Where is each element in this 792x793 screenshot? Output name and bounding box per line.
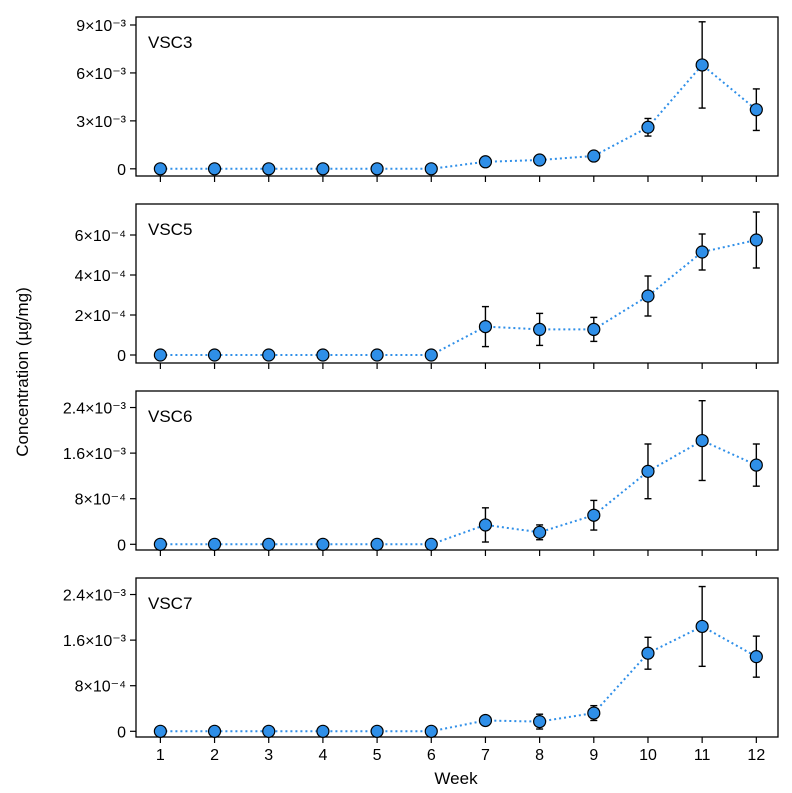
x-tick-label: 6 <box>427 747 436 764</box>
data-point <box>262 537 276 551</box>
panel-label: VSC5 <box>148 220 192 239</box>
y-axis-label: Concentration (µg/mg) <box>13 287 32 456</box>
data-point <box>587 149 601 163</box>
data-point <box>695 433 709 448</box>
data-point <box>316 537 330 551</box>
data-point <box>316 162 330 176</box>
series-line <box>160 239 757 356</box>
data-point <box>478 518 493 532</box>
data-point <box>478 713 493 728</box>
data-point <box>695 58 709 72</box>
data-point <box>316 724 330 738</box>
data-point <box>262 162 276 176</box>
data-point <box>695 245 709 259</box>
data-point <box>641 646 655 660</box>
data-point <box>533 153 547 167</box>
x-tick-label: 10 <box>639 747 657 764</box>
data-point <box>533 525 547 539</box>
panel-label: VSC3 <box>148 33 192 52</box>
y-tick-label: 8×10⁻⁴ <box>75 679 126 696</box>
y-tick-label: 6×10⁻⁴ <box>75 228 126 245</box>
data-point <box>153 724 167 738</box>
data-point <box>207 724 222 738</box>
panel-label: VSC7 <box>148 594 192 613</box>
data-point <box>749 650 763 664</box>
data-point <box>207 162 222 176</box>
data-point <box>695 619 709 634</box>
y-tick-label: 9×10⁻³ <box>76 18 126 35</box>
y-tick-label: 2.4×10⁻³ <box>63 401 127 418</box>
panel-label: VSC6 <box>148 407 192 426</box>
data-point <box>424 162 438 176</box>
data-point <box>262 348 276 362</box>
x-tick-label: 7 <box>481 747 490 764</box>
y-tick-label: 4×10⁻⁴ <box>75 268 126 285</box>
data-point <box>749 233 763 247</box>
data-point <box>749 103 763 117</box>
y-tick-label: 8×10⁻⁴ <box>75 492 126 509</box>
data-point <box>641 464 655 478</box>
plot-frame <box>135 577 779 738</box>
x-tick-label: 11 <box>694 747 711 764</box>
plot-frame <box>135 16 779 177</box>
x-tick-label: 8 <box>535 747 544 764</box>
x-axis-label: Week <box>434 769 478 788</box>
y-tick-label: 1.6×10⁻³ <box>63 633 127 650</box>
y-tick-label: 1.6×10⁻³ <box>63 446 127 463</box>
data-point <box>153 537 167 551</box>
y-tick-label: 2×10⁻⁴ <box>75 308 126 325</box>
data-point <box>641 289 655 303</box>
series-line <box>160 625 757 733</box>
x-tick-label: 9 <box>589 747 598 764</box>
y-tick-label: 0 <box>117 724 126 741</box>
panel-vsc3: VSC3 0 3×10⁻³ 6×10⁻³ 9×10⁻³ <box>76 16 779 182</box>
data-point <box>153 348 167 362</box>
y-tick-label: 0 <box>117 537 126 554</box>
data-point <box>370 724 384 738</box>
data-point <box>207 348 222 362</box>
data-point <box>424 537 438 551</box>
data-point <box>641 120 655 134</box>
series-line <box>160 439 757 546</box>
data-point <box>587 706 601 720</box>
data-point <box>478 155 493 169</box>
data-point <box>207 537 222 551</box>
y-tick-label: 6×10⁻³ <box>76 66 126 83</box>
data-point <box>262 724 276 738</box>
plot-frame <box>135 203 779 364</box>
y-tick-label: 0 <box>117 162 126 179</box>
data-point <box>478 320 493 334</box>
data-point <box>370 537 384 551</box>
data-point <box>533 715 547 729</box>
panel-vsc5: VSC5 0 2×10⁻⁴ 4×10⁻⁴ 6×10⁻⁴ <box>75 203 779 369</box>
y-tick-label: 2.4×10⁻³ <box>63 588 127 605</box>
data-point <box>316 348 330 362</box>
data-point <box>424 724 438 738</box>
x-tick-label: 2 <box>210 747 219 764</box>
x-tick-label: 12 <box>747 747 765 764</box>
data-point <box>749 458 763 472</box>
data-point <box>587 322 601 336</box>
data-point <box>424 348 438 362</box>
x-tick-label: 3 <box>264 747 273 764</box>
data-point <box>533 322 547 336</box>
y-tick-label: 3×10⁻³ <box>76 114 126 131</box>
series-line <box>160 63 757 170</box>
data-point <box>153 162 167 176</box>
data-point <box>587 508 601 522</box>
panel-vsc6: VSC6 0 8×10⁻⁴ 1.6×10⁻³ 2.4×10⁻³ <box>63 390 779 556</box>
plot-frame <box>135 390 779 551</box>
data-point <box>370 162 384 176</box>
x-tick-label: 1 <box>156 747 165 764</box>
x-tick-label: 4 <box>318 747 327 764</box>
y-tick-label: 0 <box>117 348 126 365</box>
data-point <box>370 348 384 362</box>
x-tick-label: 5 <box>373 747 382 764</box>
